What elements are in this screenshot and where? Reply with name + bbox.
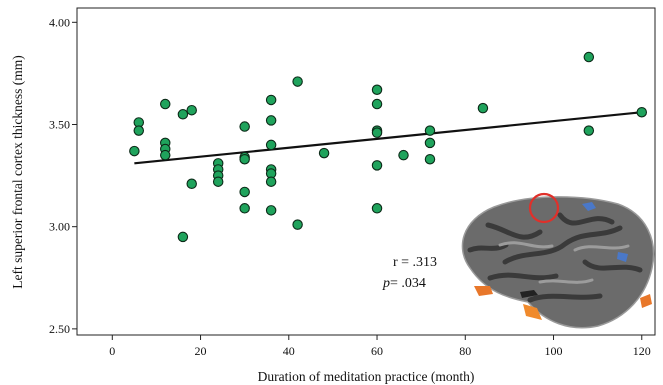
data-point [424, 125, 436, 136]
regression-line [134, 111, 642, 165]
y-axis-title: Left superior frontal cortex thickness (… [10, 55, 25, 289]
data-point [212, 176, 224, 187]
brain-cortex-inset-image [461, 196, 655, 329]
x-tick-labels: 0 20 40 60 80 100 120 [109, 344, 650, 358]
data-point [424, 153, 436, 165]
data-point [265, 205, 277, 216]
data-point [177, 109, 189, 120]
data-point [371, 98, 383, 110]
data-point [292, 219, 303, 230]
y-tick-label: 3.50 [49, 117, 70, 131]
x-tick-label: 60 [371, 344, 383, 358]
data-point [318, 147, 330, 159]
data-point [583, 125, 595, 136]
x-axis-title: Duration of meditation practice (month) [258, 369, 475, 384]
x-tick-label: 120 [633, 344, 651, 358]
plot-axes [76, 7, 656, 336]
y-tick-label: 3.00 [49, 220, 70, 234]
data-point [133, 125, 145, 136]
data-point [398, 149, 409, 161]
x-tick-label: 80 [459, 344, 471, 358]
data-point [129, 145, 140, 157]
data-point [265, 139, 277, 151]
x-tick-label: 40 [283, 344, 295, 358]
data-point [292, 76, 303, 87]
p-value-annotation: p= .034 [382, 276, 426, 291]
data-point [636, 106, 648, 118]
data-point [186, 178, 197, 190]
data-point [265, 94, 277, 106]
data-point [239, 186, 250, 198]
data-point [239, 203, 250, 214]
data-point [371, 127, 383, 138]
data-point [265, 115, 277, 126]
data-points [129, 51, 648, 243]
data-point [371, 203, 383, 214]
data-point [186, 104, 197, 116]
data-point [177, 231, 189, 243]
data-point [371, 160, 383, 171]
data-point [239, 121, 250, 132]
data-point [159, 149, 171, 161]
x-tick-label: 100 [545, 344, 563, 358]
y-tick-label: 2.50 [49, 322, 70, 336]
data-point [265, 176, 277, 187]
p-italic-label: p [382, 276, 390, 291]
y-tick-label: 4.00 [49, 15, 70, 29]
roi-highlight-circle [528, 192, 560, 224]
data-point [239, 153, 250, 165]
p-value-text: = .034 [390, 276, 426, 291]
data-point [424, 137, 436, 149]
correlation-r-annotation: r = .313 [393, 255, 437, 270]
data-point [159, 98, 171, 110]
data-point [371, 84, 383, 96]
y-tick-labels: 2.50 3.00 3.50 4.00 [49, 15, 70, 336]
data-point [477, 102, 489, 114]
data-point [583, 51, 595, 63]
x-tick-label: 0 [109, 344, 115, 358]
x-tick-label: 20 [195, 344, 207, 358]
plot-frame [76, 7, 656, 336]
axis-ticks [72, 21, 643, 340]
